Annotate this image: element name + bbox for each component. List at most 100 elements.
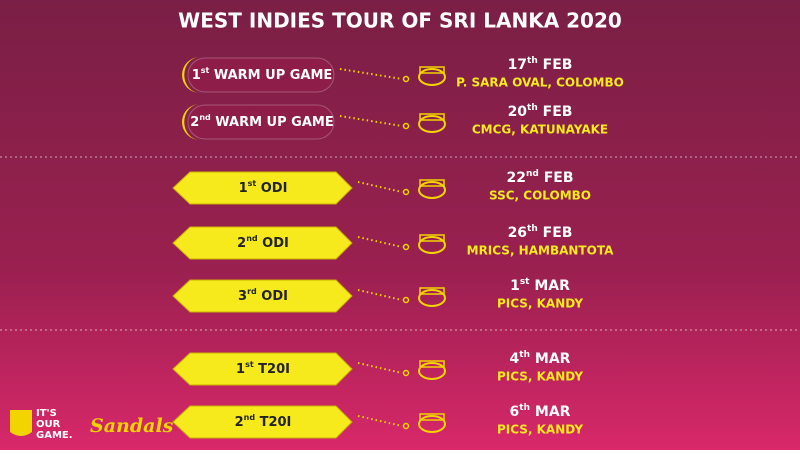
match-venue: P. SARA OVAL, COLOMBO	[456, 76, 624, 90]
label-number: 2	[237, 236, 246, 251]
connector-dot	[402, 296, 410, 304]
date-day: 4	[510, 351, 520, 367]
dotted-connector	[357, 415, 403, 427]
date-day: 1	[510, 278, 520, 294]
match-label: 1st T20I	[236, 360, 290, 377]
date-day: 6	[510, 404, 520, 420]
stadium-icon-base	[419, 413, 445, 421]
match-row: 2nd WARM UP GAME 20th FEB CMCG, KATUNAYAKE	[182, 103, 608, 140]
stadium-icon-base	[419, 360, 445, 368]
date-month: MAR	[530, 404, 571, 420]
match-row: 3rd ODI 1st MAR PICS, KANDY	[172, 277, 583, 313]
match-label: 1st WARM UP GAME	[192, 66, 333, 83]
stadium-icon	[418, 68, 446, 86]
label-pill	[187, 57, 335, 93]
label-text: ODI	[258, 236, 289, 251]
stadium-icon	[418, 289, 446, 307]
dotted-connector	[357, 289, 403, 301]
dotted-connector	[339, 68, 403, 80]
match-label: 2nd T20I	[235, 413, 292, 430]
label-text: T20I	[255, 415, 291, 430]
connector-dot	[402, 122, 410, 130]
match-date: 22nd FEB	[506, 169, 573, 187]
date-day: 26	[508, 225, 527, 241]
logo-shield	[10, 410, 32, 436]
date-sup: st	[520, 277, 530, 287]
date-month: MAR	[530, 351, 571, 367]
label-sup: st	[248, 179, 257, 188]
label-arrow	[172, 279, 353, 313]
label-number: 1	[236, 362, 245, 377]
label-sup: rd	[247, 287, 257, 296]
match-date: 26th FEB	[508, 224, 573, 242]
label-sup: st	[201, 66, 210, 75]
match-row: 1st WARM UP GAME 17th FEB P. SARA OVAL, CO…	[182, 56, 624, 93]
date-month: FEB	[538, 57, 573, 73]
label-sup: nd	[199, 113, 211, 122]
title: WEST INDIES TOUR OF SRI LANKA 2020	[178, 9, 622, 33]
logo-line: OUR	[36, 419, 61, 430]
logo: IT'S OUR GAME. Sandals	[10, 408, 174, 441]
match-venue: SSC, COLOMBO	[489, 189, 591, 203]
label-sup: nd	[246, 234, 258, 243]
dotted-connector	[357, 181, 403, 193]
connector-dot	[402, 243, 410, 251]
logo-line: GAME.	[36, 430, 73, 441]
match-label: 2nd ODI	[237, 234, 289, 251]
match-row: 2nd T20I 6th MAR PICS, KANDY	[172, 403, 583, 439]
stadium-icon	[418, 181, 446, 199]
stadium-icon	[418, 236, 446, 254]
stadium-icon-base	[419, 113, 445, 121]
label-number: 1	[192, 68, 201, 83]
match-row: 1st T20I 4th MAR PICS, KANDY	[172, 350, 583, 386]
stadium-icon	[418, 415, 446, 433]
date-sup: th	[519, 403, 530, 413]
date-month: MAR	[530, 278, 571, 294]
match-venue: PICS, KANDY	[497, 297, 583, 311]
stadium-icon-base	[419, 66, 445, 74]
label-text: WARM UP GAME	[211, 115, 334, 130]
label-number: 2	[235, 415, 244, 430]
dotted-connector	[357, 236, 403, 248]
match-venue: MRICS, HAMBANTOTA	[467, 244, 614, 258]
logo-line: IT'S	[36, 408, 57, 419]
stadium-icon	[418, 115, 446, 133]
match-date: 6th MAR	[510, 403, 571, 421]
label-sup: st	[245, 360, 254, 369]
connector-dot	[402, 422, 410, 430]
label-text: ODI	[257, 289, 288, 304]
dotted-connector	[357, 362, 403, 374]
match-row: 1st ODI 22nd FEB SSC, COLOMBO	[172, 169, 591, 205]
stadium-icon-base	[419, 179, 445, 187]
sponsor: Sandals	[90, 415, 174, 437]
match-date: 17th FEB	[508, 56, 573, 74]
label-text: ODI	[256, 181, 287, 196]
date-sup: th	[519, 350, 530, 360]
label-text: WARM UP GAME	[209, 68, 332, 83]
connector-dot	[402, 75, 410, 83]
stadium-icon	[418, 362, 446, 380]
match-label: 1st ODI	[239, 179, 288, 196]
date-sup: th	[527, 103, 538, 113]
label-number: 3	[238, 289, 247, 304]
match-label: 2nd WARM UP GAME	[190, 113, 333, 130]
connector-dot	[402, 188, 410, 196]
match-row: 2nd ODI 26th FEB MRICS, HAMBANTOTA	[172, 224, 614, 260]
label-text: T20I	[254, 362, 290, 377]
label-number: 1	[239, 181, 248, 196]
match-venue: PICS, KANDY	[497, 423, 583, 437]
match-date: 20th FEB	[508, 103, 573, 121]
match-date: 4th MAR	[510, 350, 571, 368]
match-venue: CMCG, KATUNAYAKE	[472, 123, 608, 137]
label-arrow	[172, 405, 353, 439]
label-pill	[187, 104, 335, 140]
label-arrow	[172, 171, 353, 205]
match-date: 1st MAR	[510, 277, 570, 295]
label-number: 2	[190, 115, 199, 130]
label-sup: nd	[244, 413, 256, 422]
dotted-connector	[339, 115, 403, 127]
date-day: 22	[506, 170, 525, 186]
